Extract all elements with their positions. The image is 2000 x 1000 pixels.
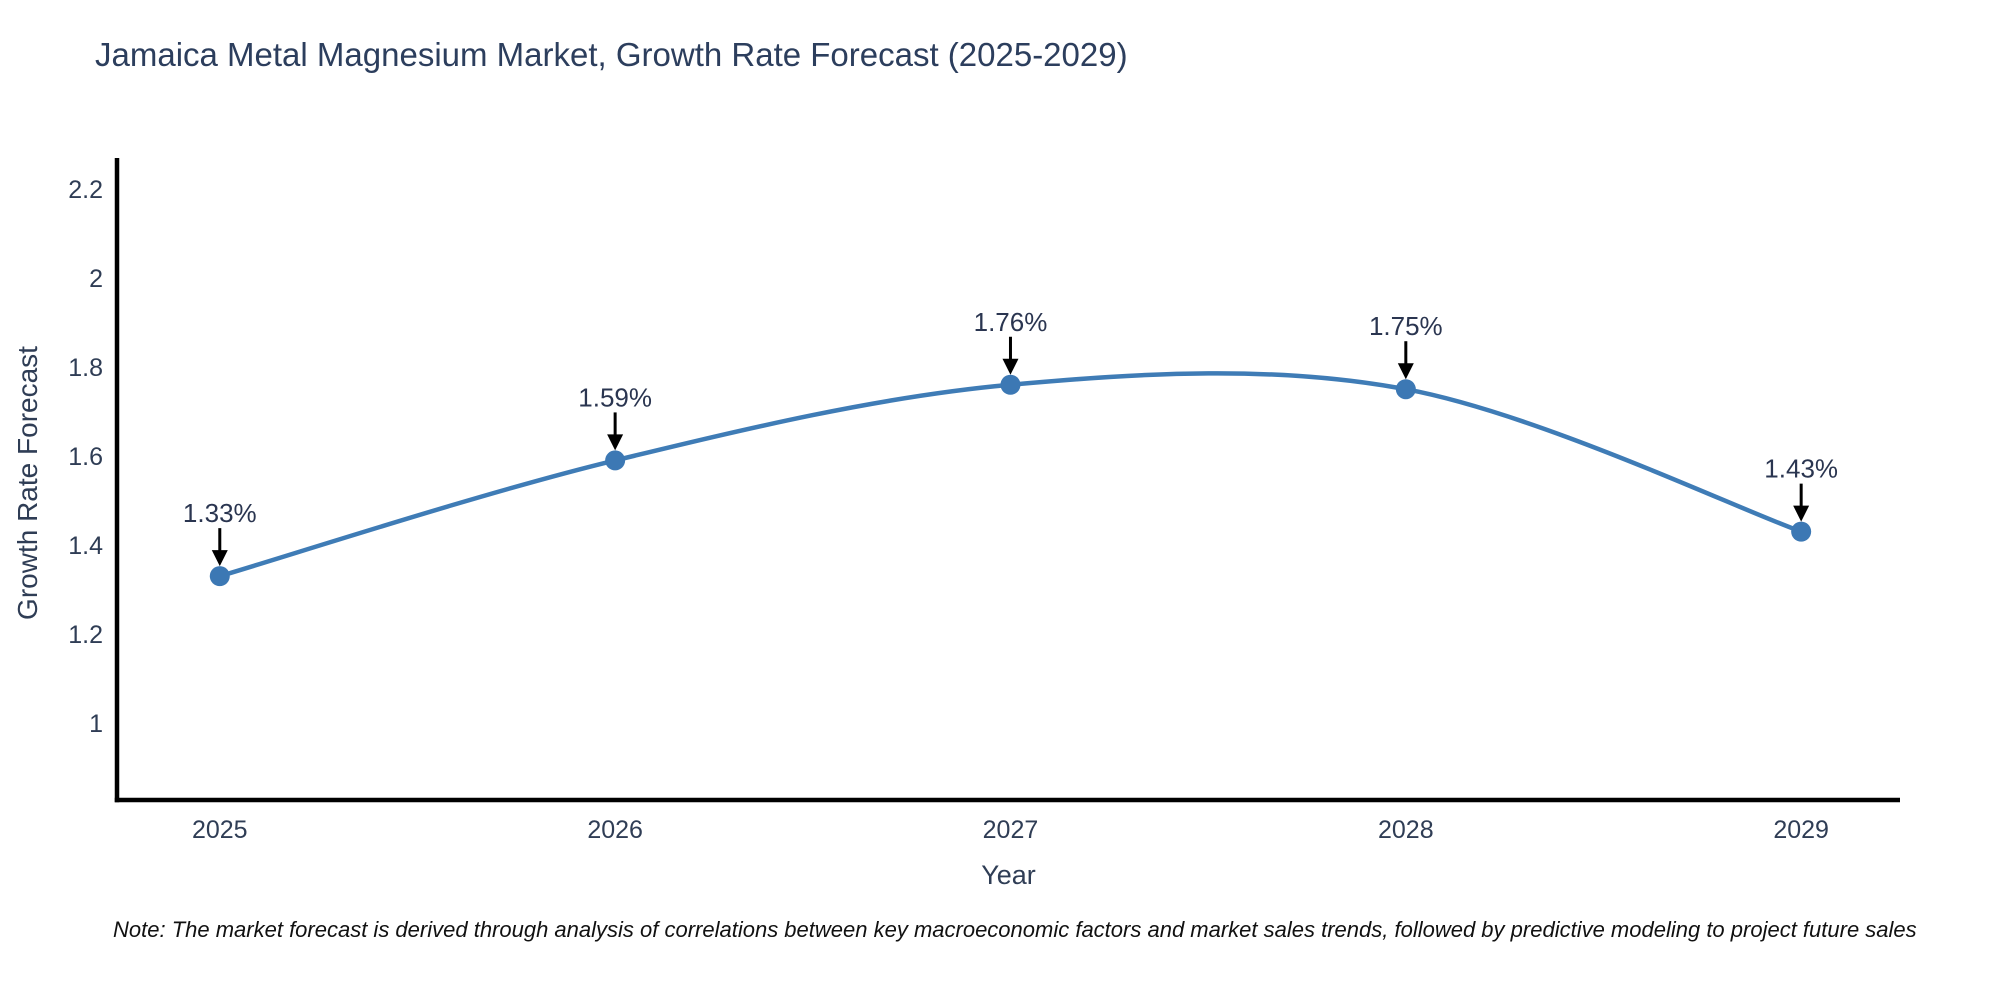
y-tick-label: 1.6	[68, 443, 103, 471]
point-annotation-label: 1.75%	[1369, 311, 1443, 341]
annotation-arrowhead	[1397, 363, 1414, 380]
x-axis-title: Year	[981, 860, 1036, 890]
data-point-marker	[209, 566, 230, 587]
footnote: Note: The market forecast is derived thr…	[113, 917, 1917, 942]
y-tick-label: 1.4	[68, 532, 103, 560]
annotation-arrowhead	[1002, 358, 1019, 375]
point-annotation-label: 1.76%	[974, 307, 1048, 337]
x-tick-label: 2026	[587, 816, 643, 844]
point-annotation-label: 1.33%	[183, 498, 257, 528]
data-point-marker	[1395, 379, 1416, 400]
x-tick-label: 2027	[983, 816, 1039, 844]
point-annotation-label: 1.43%	[1764, 454, 1838, 484]
series-line	[219, 371, 1802, 579]
y-tick-label: 1	[89, 710, 103, 738]
data-point-marker	[605, 450, 626, 471]
y-tick-label: 2.2	[68, 176, 103, 204]
annotation-arrowhead	[211, 550, 228, 567]
y-tick-label: 1.8	[68, 354, 103, 382]
annotation-arrowhead	[1793, 505, 1810, 522]
x-tick-label: 2025	[192, 816, 248, 844]
x-tick-label: 2028	[1378, 816, 1434, 844]
x-tick-label: 2029	[1773, 816, 1829, 844]
y-tick-label: 2	[89, 265, 103, 293]
data-point-marker	[1000, 374, 1021, 395]
y-tick-label: 1.2	[68, 621, 103, 649]
data-point-marker	[1791, 521, 1812, 542]
annotation-arrowhead	[607, 434, 624, 451]
point-annotation-label: 1.59%	[578, 382, 652, 412]
chart-title: Jamaica Metal Magnesium Market, Growth R…	[95, 36, 1128, 73]
